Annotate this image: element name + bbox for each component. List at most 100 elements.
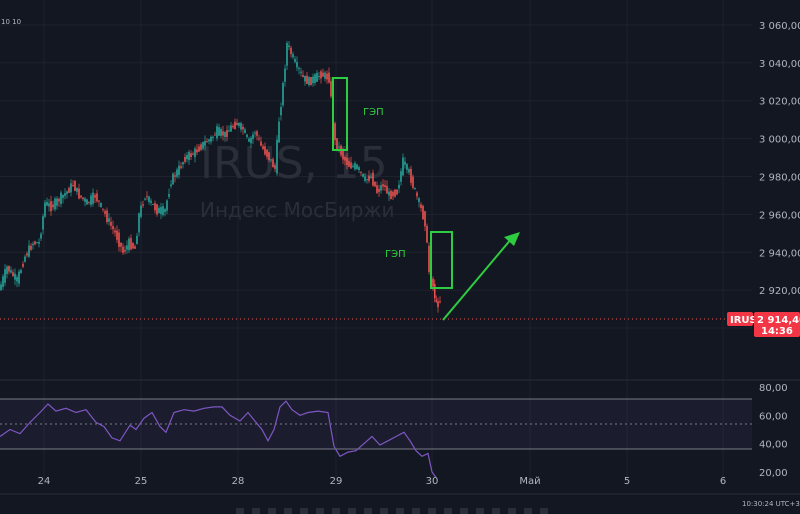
candle-body [102,208,104,210]
gap-box-1[interactable] [332,77,348,151]
candle-body [78,188,80,199]
rsi-tick-label: 60,00 [759,411,788,422]
candle-body [252,134,254,139]
candle-body [232,126,234,128]
candle-body [330,81,332,97]
candle-body [96,193,98,202]
candle-body [168,194,170,197]
candle-body [116,230,118,240]
toolbar-icon[interactable] [540,508,548,514]
toolbar-icon[interactable] [444,508,452,514]
candle-body [30,245,32,250]
trend-arrow[interactable] [442,237,513,321]
toolbar-icon[interactable] [316,508,324,514]
candle-body [124,249,126,252]
toolbar-icon[interactable] [428,508,436,514]
toolbar-icon[interactable] [284,508,292,514]
candle-body [114,230,116,233]
toolbar-icon[interactable] [236,508,244,514]
candle-body [92,192,94,204]
candle-body [150,200,152,203]
rsi-axis[interactable]: 80,00 60,00 40,00 20,00 [759,383,788,479]
candle-body [68,187,70,193]
toolbar-icon[interactable] [508,508,516,514]
candle-body [218,127,220,136]
candle-body [280,107,282,116]
candle-body [72,185,74,187]
candle-body [130,238,132,250]
candle-body [350,162,352,169]
candle-body [270,159,272,161]
toolbar-icon[interactable] [476,508,484,514]
gap-box-2[interactable] [430,231,453,289]
candle-body [366,179,368,181]
candle-body [348,160,350,167]
candle-body [394,189,396,197]
candle-body [328,72,330,83]
candle-body [262,146,264,149]
candle-body [100,202,102,207]
rsi-tick-label: 20,00 [759,468,788,479]
toolbar-icon[interactable] [524,508,532,514]
candle-body [50,201,52,212]
candle-body [384,185,386,187]
candle-body [28,245,30,257]
candle-body [82,197,84,200]
candle-body [238,122,240,126]
candle-body [212,136,214,138]
bottom-toolbar[interactable] [236,508,548,514]
candle-body [164,209,166,213]
candle-body [44,202,46,217]
candle-body [0,284,2,291]
badge-symbol: IRUS [730,315,757,326]
candle-body [234,121,236,129]
candle-body [62,194,64,198]
toolbar-icon[interactable] [300,508,308,514]
candle-body [248,138,250,142]
toolbar-icon[interactable] [492,508,500,514]
candle-body [435,299,438,302]
toolbar-icon[interactable] [396,508,404,514]
candle-body [174,175,176,177]
candle-body [112,226,114,230]
candle-body [386,185,388,194]
candle-body [206,141,208,143]
toolbar-icon[interactable] [460,508,468,514]
price-axis[interactable]: 3 060,00 3 040,00 3 020,00 3 000,00 2 980,00… [759,21,800,335]
candle-body [356,164,358,169]
toolbar-icon[interactable] [268,508,276,514]
candle-body [166,200,168,211]
time-axis[interactable]: 24 25 28 29 30 Май 5 6 [38,476,727,487]
candle-body [402,157,404,176]
toolbar-icon[interactable] [380,508,388,514]
candle-body [66,191,68,194]
toolbar-icon[interactable] [332,508,340,514]
candle-body [398,184,400,189]
candle-body [34,241,36,245]
candle-body [308,77,310,86]
candle-body [142,204,144,206]
candle-body [106,210,108,223]
rsi-tick-label: 40,00 [759,440,788,451]
candle-body [390,190,392,200]
candle-body [204,140,206,146]
candle-body [342,150,344,160]
candle-body [388,191,390,196]
candle-body [306,75,308,85]
candle-body [134,246,136,249]
toolbar-icon[interactable] [412,508,420,514]
candle-body [148,196,150,202]
candle-body [382,184,384,187]
candle-body [54,198,56,210]
price-tick-label: 2 960,00 [759,210,800,221]
toolbar-icon[interactable] [348,508,356,514]
candle-body [22,263,24,267]
toolbar-icon[interactable] [252,508,260,514]
toolbar-icon[interactable] [364,508,372,514]
candle-body [216,126,218,139]
candle-body [170,184,172,187]
candle-body [42,216,44,230]
candle-body [56,198,58,206]
candle-body [14,273,16,280]
